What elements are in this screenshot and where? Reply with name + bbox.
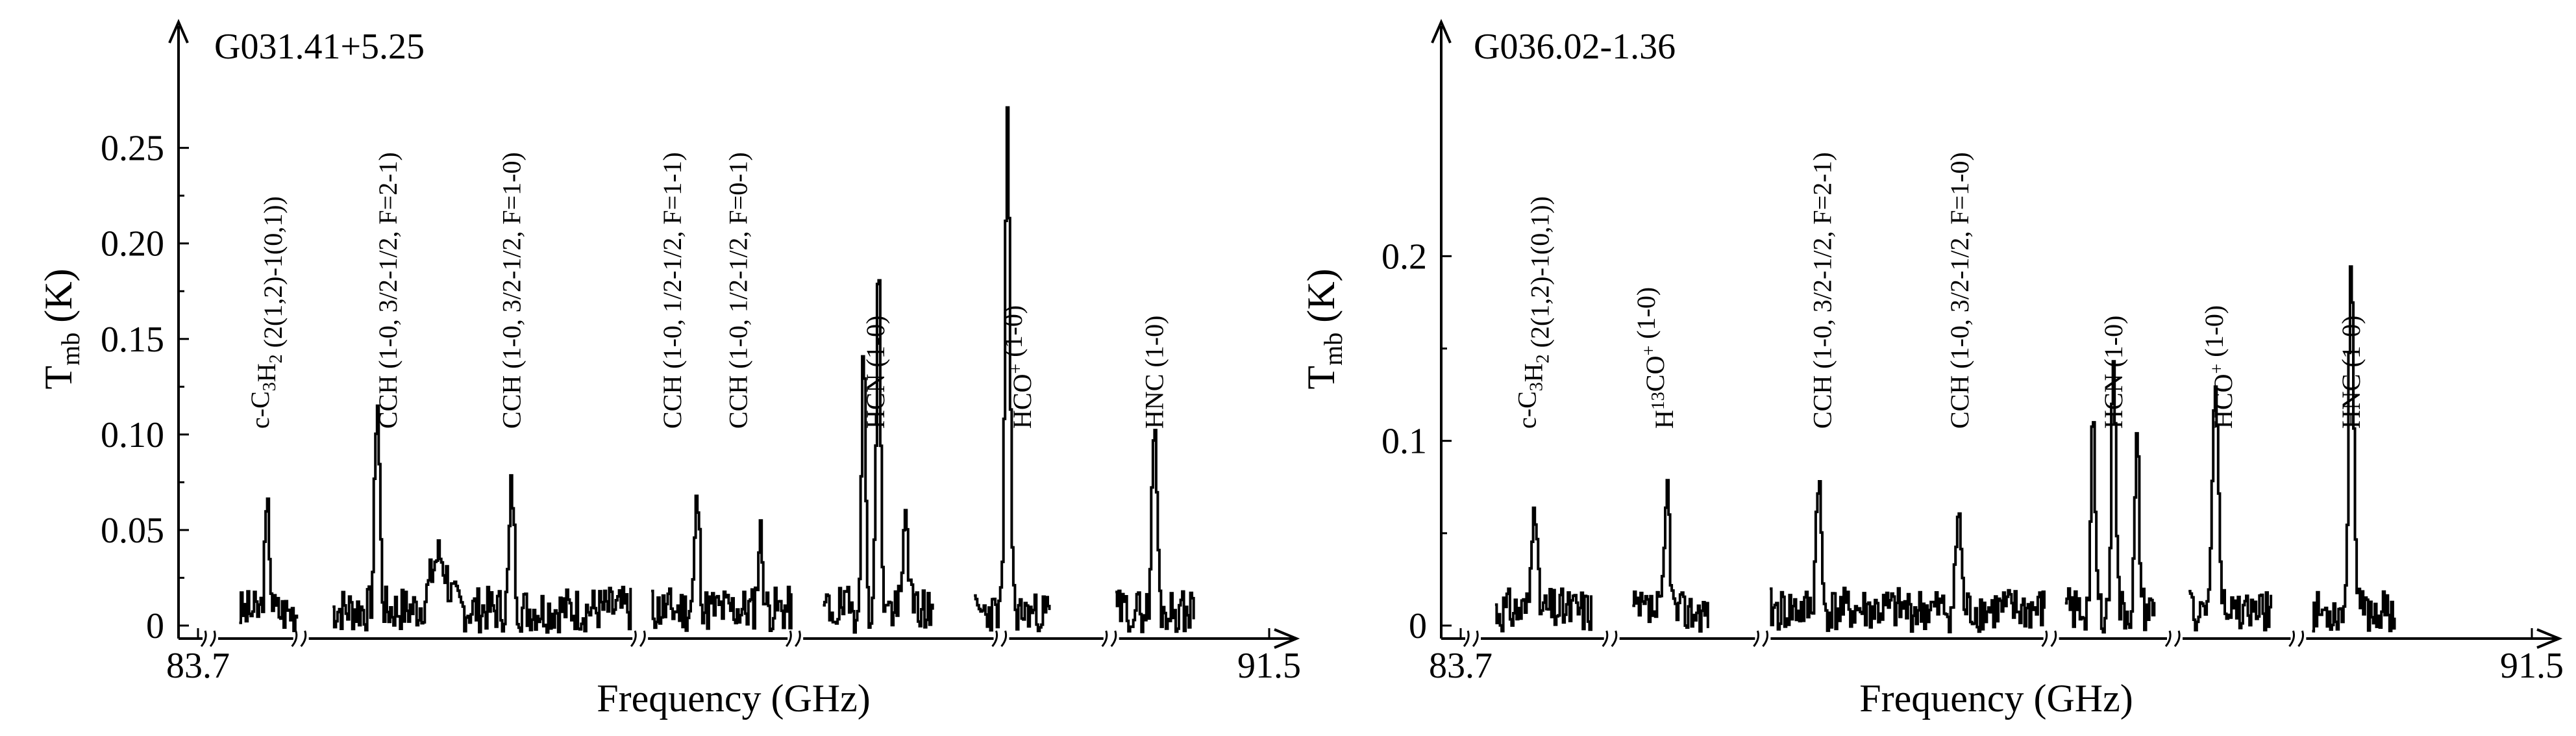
line-id-label: H13CO+ (1-0) bbox=[1631, 287, 1679, 429]
line-id-label: HCO+ (1-0) bbox=[998, 305, 1037, 429]
spectrum-segment-2 bbox=[1632, 479, 1709, 633]
x-axis-arrow bbox=[2536, 628, 2563, 649]
spectrum-segment-3 bbox=[1770, 480, 2046, 633]
y-axis-label: Tmb (K) bbox=[37, 268, 85, 389]
chart-panel-1: 0 0.05 0.10 0.15 0.20 0.25 83.7 91.5 G031.41+5.2… bbox=[37, 19, 1301, 720]
line-id-label: HCN (1-0) bbox=[2099, 316, 2128, 429]
panel-title: G036.02-1.36 bbox=[1474, 27, 1676, 67]
x-tick-label: 83.7 bbox=[166, 646, 230, 686]
line-id-label: CCH (1-0, 1/2-1/2, F=0-1) bbox=[723, 152, 752, 429]
line-id-label: CCH (1-0, 3/2-1/2, F=2-1) bbox=[373, 152, 402, 429]
axis-break-mark bbox=[2164, 629, 2183, 648]
spectrum-segment-5 bbox=[2188, 385, 2273, 631]
x-tick-label: 83.7 bbox=[1429, 646, 1492, 686]
spectrum-segment-4 bbox=[823, 279, 934, 634]
panel-title: G031.41+5.25 bbox=[214, 27, 425, 67]
line-id-label: CCH (1-0, 3/2-1/2, F=1-0) bbox=[1945, 152, 1974, 429]
axis-break-mark bbox=[291, 629, 309, 648]
line-id-label: CCH (1-0, 1/2-1/2, F=1-1) bbox=[658, 152, 687, 429]
line-id-label: c-C3H2 (2(1,2)-1(0,1)) bbox=[245, 196, 288, 429]
y-axis-arrow bbox=[1431, 19, 1452, 44]
line-id-label: HNC (1-0) bbox=[1139, 316, 1169, 429]
y-tick-label: 0 bbox=[146, 606, 164, 646]
y-tick-label: 0.05 bbox=[101, 511, 164, 551]
y-axis-label: Tmb (K) bbox=[1300, 268, 1348, 389]
axis-break-mark bbox=[786, 629, 804, 648]
line-id-label: CCH (1-0, 3/2-1/2, F=2-1) bbox=[1807, 152, 1837, 429]
line-id-label: HNC (1-0) bbox=[2336, 316, 2366, 429]
spectrum-segment-3 bbox=[651, 494, 793, 632]
x-tick-label: 91.5 bbox=[2500, 646, 2564, 686]
chart-panel-2: 0 0.1 0.2 83.7 91.5 G036.02-1.36 Frequency (GH… bbox=[1300, 19, 2564, 720]
spectrum-segment-5 bbox=[974, 106, 1051, 633]
spectrum-segment-4 bbox=[2064, 360, 2156, 634]
x-axis-label: Frequency (GHz) bbox=[1859, 677, 2133, 720]
spectrum-segment-1 bbox=[1494, 506, 1592, 633]
axis-break-mark bbox=[200, 629, 219, 648]
line-id-label: HCN (1-0) bbox=[861, 316, 890, 429]
axis-break-mark bbox=[991, 629, 1009, 648]
axis-break-mark bbox=[1463, 629, 1481, 648]
line-id-label: HCO+ (1-0) bbox=[2199, 305, 2238, 429]
line-id-label: CCH (1-0, 3/2-1/2, F=1-0) bbox=[497, 152, 526, 429]
y-tick-label: 0.15 bbox=[101, 320, 164, 360]
spectrum-segment-2 bbox=[332, 404, 632, 634]
spectrum-segment-1 bbox=[239, 497, 299, 633]
axis-break-mark bbox=[1101, 629, 1119, 648]
line-id-label: c-C3H2 (2(1,2)-1(0,1)) bbox=[1513, 196, 1555, 429]
axis-break-mark bbox=[2288, 629, 2307, 648]
y-tick-label: 0.25 bbox=[101, 129, 164, 169]
y-tick-label: 0.1 bbox=[1381, 422, 1427, 462]
y-axis-arrow bbox=[168, 19, 189, 44]
y-tick-label: 0.10 bbox=[101, 415, 164, 455]
x-axis-arrow bbox=[1274, 628, 1300, 649]
axis-break-mark bbox=[1753, 629, 1771, 648]
y-tick-label: 0.20 bbox=[101, 224, 164, 264]
axis-break-mark bbox=[2041, 629, 2059, 648]
spectrum-segment-6 bbox=[2312, 265, 2396, 633]
spectrum-segment-6 bbox=[1115, 429, 1195, 633]
y-tick-label: 0.2 bbox=[1381, 236, 1427, 277]
y-tick-label: 0 bbox=[1409, 606, 1427, 646]
axis-break-mark bbox=[1602, 629, 1620, 648]
x-tick-label: 91.5 bbox=[1237, 646, 1301, 686]
x-axis-label: Frequency (GHz) bbox=[597, 677, 871, 720]
axis-break-mark bbox=[630, 629, 649, 648]
